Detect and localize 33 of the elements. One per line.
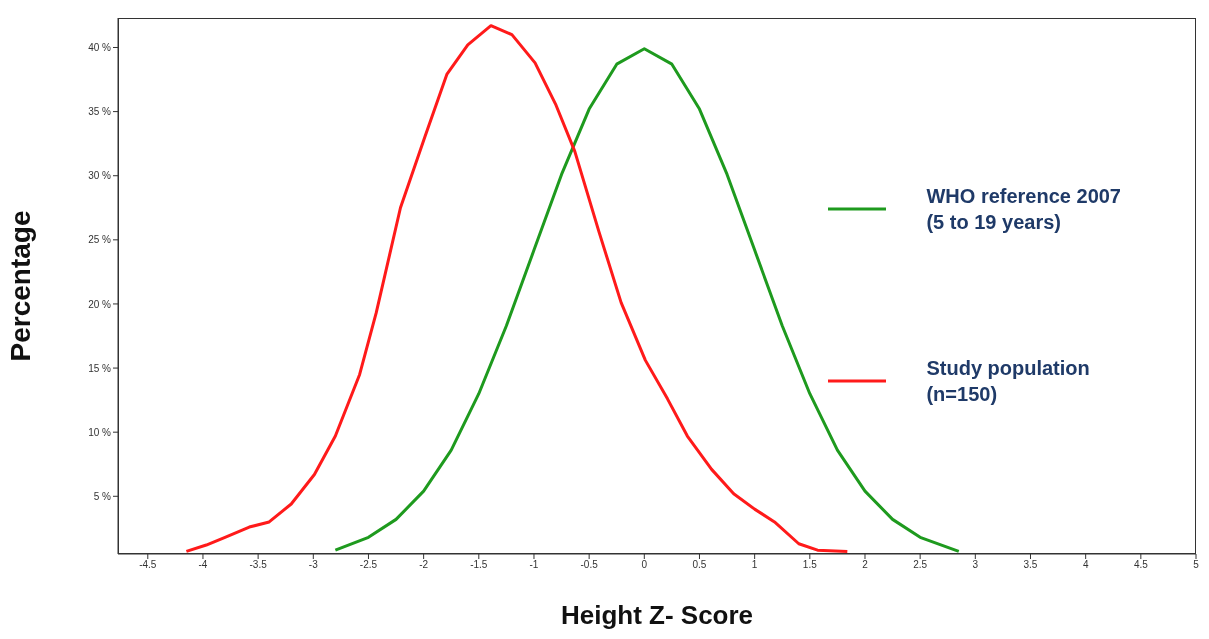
y-tick-label: 15 %: [88, 362, 112, 374]
x-tick-label: 4: [1082, 559, 1089, 571]
y-tick-label: 10 %: [88, 426, 112, 438]
line-series: [184, 24, 849, 553]
x-tick-label: -4.5: [139, 559, 157, 571]
legend-label: WHO reference 2007 (5 to 19 years): [926, 184, 1121, 235]
x-tick-label: 2.5: [913, 559, 928, 571]
x-tick-label: 0: [641, 559, 648, 571]
x-tick-label: -0.5: [580, 559, 599, 571]
x-tick-label: -1: [529, 559, 539, 571]
legend-label: Study population (n=150): [926, 356, 1090, 407]
x-tick-label: 3: [972, 559, 979, 571]
x-tick-label: 1: [751, 559, 758, 571]
x-tick-label: -3.5: [249, 559, 268, 571]
x-tick-label: -4: [198, 559, 208, 571]
x-axis-title: Height Z- Score: [560, 600, 754, 630]
y-tick-label: 35 %: [88, 106, 112, 118]
x-tick-label: 1.5: [802, 559, 818, 571]
y-tick-label: 20 %: [88, 298, 112, 310]
y-tick-label: 40 %: [88, 42, 112, 54]
y-tick-label: 5 %: [93, 490, 112, 502]
y-axis-title: Percentage: [4, 210, 36, 362]
x-tick-label: -3: [308, 559, 319, 571]
y-tick-label: 30 %: [88, 170, 112, 182]
x-tick-label: 5: [1193, 559, 1200, 571]
x-tick-label: -2: [419, 559, 429, 571]
x-tick-label: 4.5: [1133, 559, 1149, 571]
x-tick-label: 3.5: [1023, 559, 1038, 571]
y-tick-label: 25 %: [88, 234, 112, 246]
x-tick-label: 0.5: [692, 559, 707, 571]
x-tick-label: -1.5: [470, 559, 488, 571]
x-tick-label: 2: [862, 559, 869, 571]
x-tick-label: -2.5: [359, 559, 378, 571]
